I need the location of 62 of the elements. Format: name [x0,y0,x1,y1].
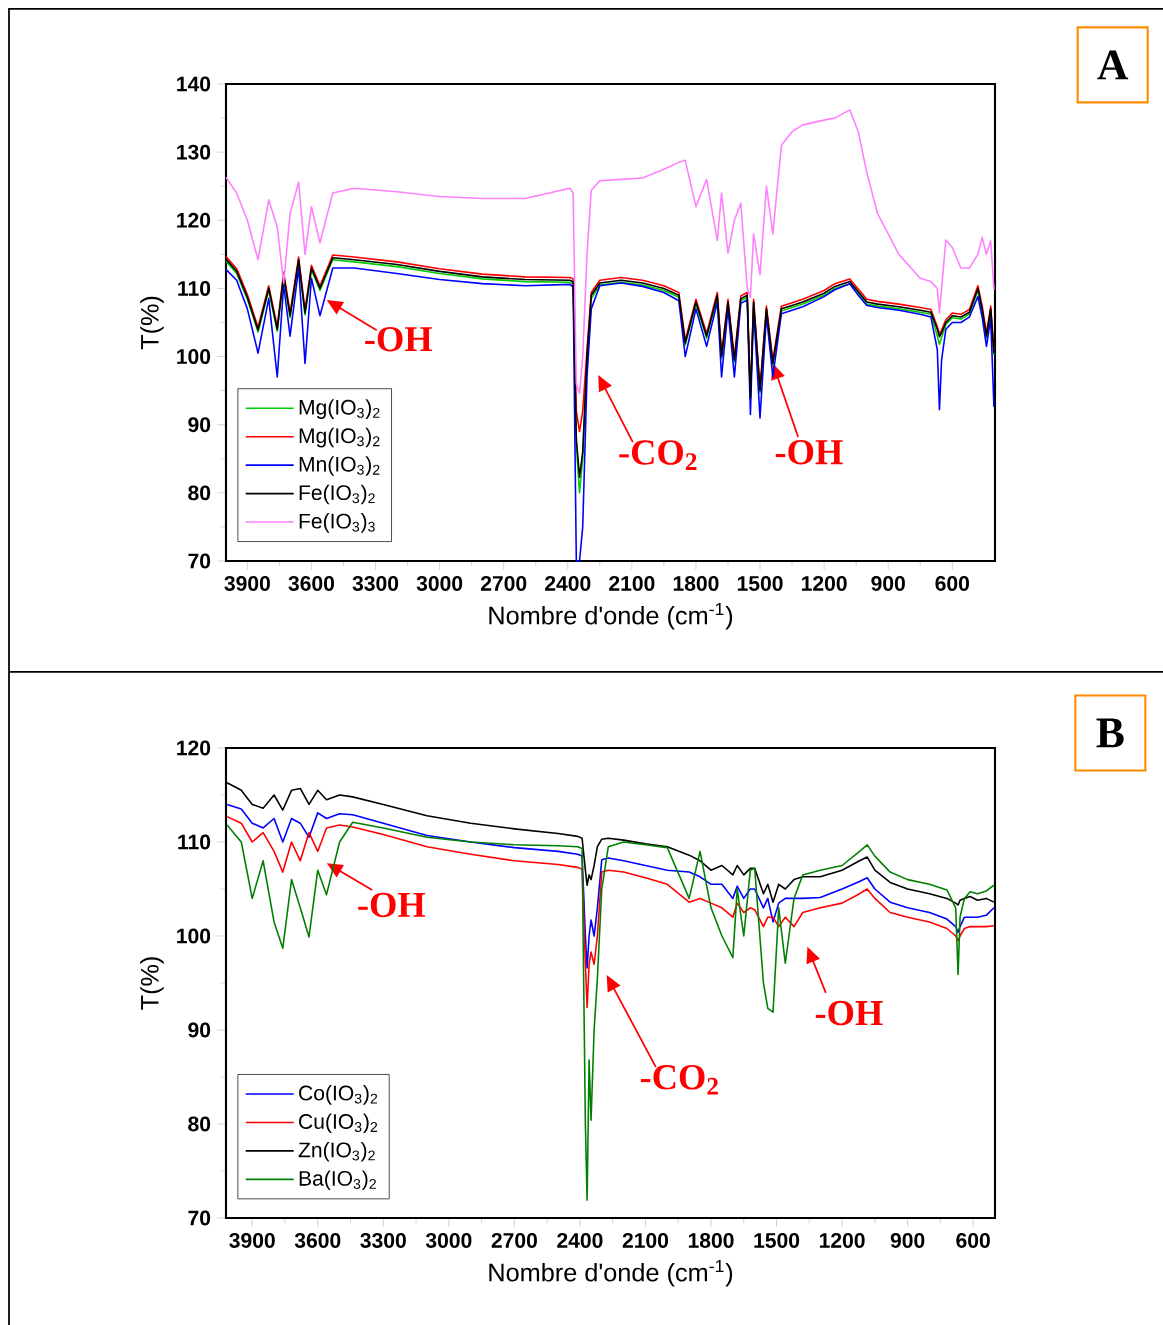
legend-label: Mn(IO$_{3}$)$_{2}$ [299,456,380,476]
legend-label: Co(IO$_{3}$)$_{2}$ [299,1085,378,1105]
x-tick-label: 3000 [416,575,463,591]
annotation: -OH [365,326,433,352]
x-tick-label: 600 [956,1233,990,1248]
x-tick-label: 3300 [360,1233,406,1248]
legend-label: Zn(IO$_{3}$)$_{2}$ [298,1141,375,1162]
y-tick-label: 140 [177,76,211,92]
line-series [226,821,995,1201]
legend-label: Fe(IO$_{3}$)$_{2}$ [299,484,375,505]
x-tick-label: 1800 [688,1233,734,1248]
x-tick-label: 2400 [557,1233,603,1248]
legend-label: Fe(IO$_{3}$)$_{3}$ [299,513,375,533]
y-tick-label: 130 [177,144,211,160]
x-tick-label: 900 [890,1233,925,1248]
y-tick-label: 100 [177,349,211,365]
text: A [1097,50,1129,80]
x-tick-label: 2700 [491,1233,537,1248]
annotation: -OH [815,1000,883,1026]
y-axis-title: T(%) [140,296,164,350]
x-tick-label: 3600 [294,1233,341,1248]
x-tick-label: 1200 [819,1233,865,1248]
text: B [1096,718,1124,748]
x-tick-label: 1800 [673,575,719,591]
x-tick-label: 900 [871,575,905,591]
legend-label: Mg(IO$_{3}$)$_{2}$ [299,427,380,448]
x-tick-label: 3600 [288,575,335,591]
x-tick-label: 1500 [737,575,783,591]
x-axis-title: Nombre d'onde (cm$^{-1}$) [489,1260,733,1287]
x-tick-label: 3900 [229,1233,275,1248]
x-tick-label: 600 [935,575,969,591]
y-tick-label: 110 [178,280,211,296]
x-tick-label: 1500 [754,1233,800,1248]
annotation: -OH [358,892,426,918]
line-series [225,267,995,562]
y-tick-label: 90 [188,1022,211,1038]
legend-label: Cu(IO$_{3}$)$_{2}$ [299,1113,378,1134]
legend-label: Ba(IO$_{3}$)$_{2}$ [299,1170,376,1191]
x-tick-label: 3900 [224,575,270,591]
annotation: -CO$_{2}$ [640,1065,718,1095]
x-tick-label: 2400 [545,575,591,591]
y-tick-label: 120 [177,212,211,228]
y-tick-label: 110 [178,834,211,850]
y-tick-label: 80 [188,485,211,501]
y-tick-label: 80 [188,1116,211,1132]
x-axis-title: Nombre d'onde (cm$^{-1}$) [489,603,733,630]
y-tick-label: 70 [188,1210,211,1226]
x-tick-label: 2700 [480,575,527,591]
line-series [225,109,995,395]
legend-label: Mg(IO$_{3}$)$_{2}$ [299,399,380,419]
y-tick-label: 70 [188,553,211,569]
x-tick-label: 3000 [425,1233,472,1248]
x-tick-label: 2100 [609,575,655,591]
y-axis-title: T(%) [140,957,164,1010]
y-tick-label: 90 [188,417,211,433]
x-tick-label: 2100 [622,1233,669,1248]
x-tick-label: 1200 [801,575,847,591]
annotation: -CO$_{2}$ [619,440,697,470]
x-tick-label: 3300 [352,575,399,591]
annotation: -OH [775,440,843,465]
y-tick-label: 120 [177,740,211,756]
y-tick-label: 100 [177,928,211,944]
